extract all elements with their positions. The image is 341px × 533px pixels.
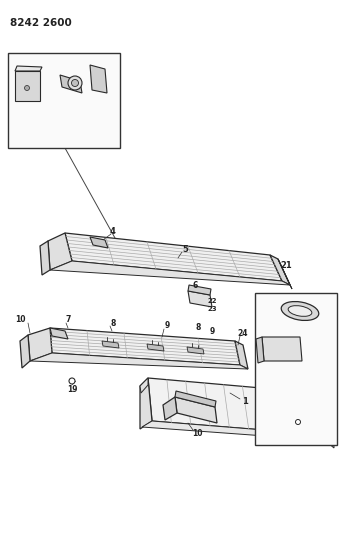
Circle shape (72, 79, 78, 86)
Bar (8, 53, 120, 148)
Text: 24: 24 (238, 328, 248, 337)
Text: 4: 4 (110, 227, 116, 236)
Text: 8: 8 (110, 319, 116, 327)
Circle shape (68, 76, 82, 90)
Polygon shape (148, 378, 326, 435)
Text: 6: 6 (192, 281, 198, 290)
Text: 8: 8 (195, 324, 201, 333)
Text: 10: 10 (192, 429, 202, 438)
Polygon shape (15, 66, 42, 71)
Polygon shape (175, 391, 216, 407)
Polygon shape (50, 261, 290, 285)
Polygon shape (142, 421, 334, 441)
Polygon shape (65, 233, 282, 281)
Polygon shape (188, 285, 211, 295)
Polygon shape (235, 341, 248, 369)
Text: 5: 5 (182, 245, 188, 254)
Polygon shape (90, 237, 108, 248)
Text: 26: 26 (310, 412, 320, 418)
Ellipse shape (281, 302, 319, 320)
Polygon shape (256, 337, 264, 363)
Text: 8242 2600: 8242 2600 (10, 18, 72, 28)
Polygon shape (40, 241, 50, 275)
Text: 14: 14 (50, 53, 60, 59)
Polygon shape (270, 255, 290, 285)
Text: 25: 25 (259, 298, 269, 304)
Polygon shape (48, 233, 72, 270)
Circle shape (69, 378, 75, 384)
Polygon shape (90, 65, 107, 93)
Text: 15: 15 (55, 90, 65, 96)
Text: 18: 18 (45, 140, 55, 146)
Text: 21: 21 (280, 262, 292, 271)
Ellipse shape (288, 305, 312, 317)
Polygon shape (262, 337, 302, 361)
Polygon shape (60, 75, 82, 93)
Polygon shape (326, 435, 334, 448)
Polygon shape (28, 328, 52, 361)
Text: 7: 7 (65, 316, 71, 325)
Text: 17: 17 (52, 68, 62, 74)
Polygon shape (140, 378, 152, 429)
Polygon shape (175, 397, 217, 423)
Text: 16: 16 (40, 75, 50, 81)
Text: 3: 3 (103, 54, 107, 60)
Polygon shape (163, 397, 177, 420)
Text: 20: 20 (324, 408, 336, 417)
Polygon shape (102, 341, 119, 348)
Text: 10: 10 (15, 316, 25, 325)
Circle shape (25, 85, 30, 91)
Text: 12: 12 (260, 330, 270, 336)
Polygon shape (50, 328, 68, 339)
Text: 13: 13 (255, 368, 265, 374)
Text: 1: 1 (242, 398, 248, 407)
Bar (255, 293, 337, 445)
Text: 11: 11 (315, 298, 325, 304)
Text: 2: 2 (12, 53, 16, 59)
Polygon shape (20, 335, 30, 368)
Polygon shape (147, 344, 164, 351)
Text: 9: 9 (209, 327, 214, 335)
Circle shape (296, 419, 300, 424)
Polygon shape (187, 347, 204, 354)
Polygon shape (318, 393, 334, 441)
Polygon shape (30, 353, 248, 369)
Polygon shape (188, 291, 212, 307)
Text: 9: 9 (164, 321, 169, 330)
Polygon shape (140, 378, 148, 393)
Polygon shape (278, 259, 292, 289)
Text: 19: 19 (67, 384, 77, 393)
Text: 23: 23 (207, 306, 217, 312)
Polygon shape (50, 328, 240, 365)
Text: 22: 22 (207, 298, 217, 304)
Polygon shape (15, 71, 40, 101)
